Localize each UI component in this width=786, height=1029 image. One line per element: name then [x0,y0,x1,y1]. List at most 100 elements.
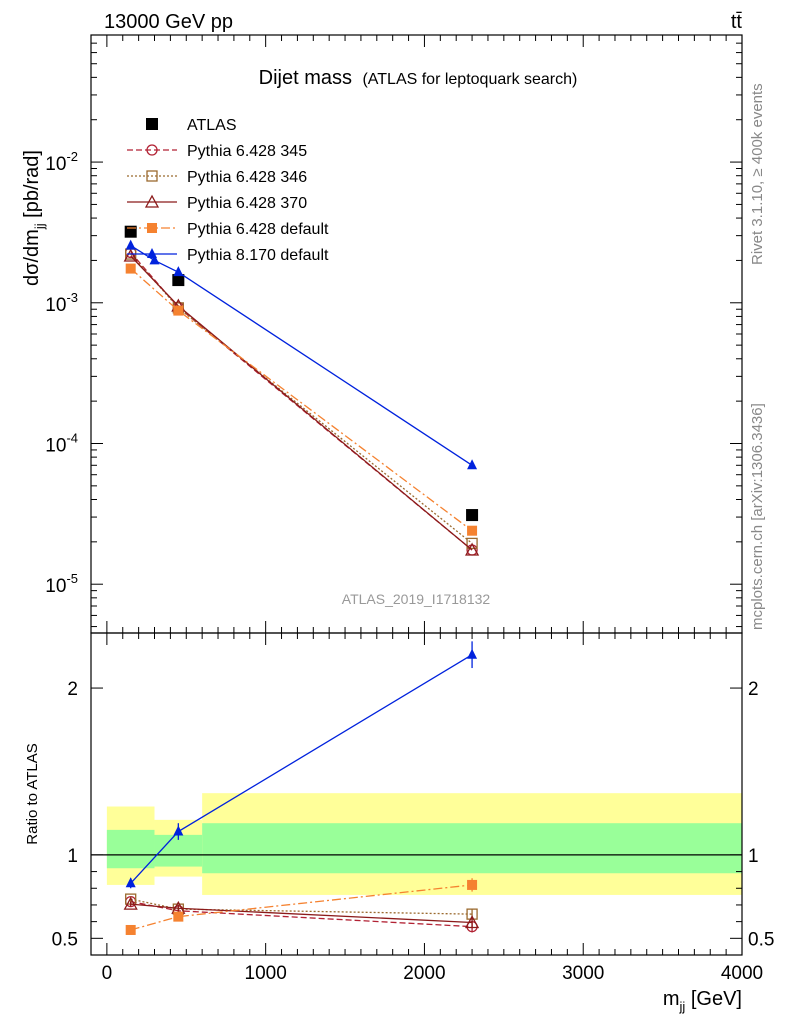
main-series-line [130,245,473,466]
ratio-y-tick-label-right: 0.5 [748,929,774,950]
main-series-0 [124,225,479,522]
main-plot-panel: 10-210-310-410-5 Dijet mass (ATLAS for l… [21,34,743,634]
main-y-axis-label-unit: [pb/rad] [21,150,43,223]
main-y-tick-label: 10-2 [45,149,78,175]
main-y-axis-label-sub: jj [32,223,47,230]
main-y-tick-label-exp: -2 [66,149,78,164]
legend-marker [146,118,158,130]
ratio-y-tick-label: 1 [67,846,78,867]
main-y-tick-label-exp: -5 [66,571,78,586]
main-point [173,266,184,277]
ratio-point [464,915,480,929]
main-y-axis-label-main: dσ/dm [21,229,43,286]
main-y-tick-label-base: 10 [45,576,66,597]
ratio-y-axis-label: Ratio to ATLAS [24,743,41,844]
main-point [466,537,478,550]
x-tick-label: 1000 [245,963,287,984]
main-y-tick-label-base: 10 [45,435,66,456]
ratio-y-tick-label-right: 1 [748,846,759,867]
main-point [467,459,478,470]
main-point [172,274,185,287]
main-y-tick-label-base: 10 [45,295,66,316]
main-point [466,509,479,522]
main-point [125,263,136,274]
inner-band [202,823,742,874]
ratio-point [467,879,478,890]
watermark-label: ATLAS_2019_I1718132 [342,591,491,607]
chart-title-sub: (ATLAS for leptoquark search) [362,71,577,88]
ratio-point [125,924,136,935]
inner-band [154,834,203,867]
main-y-axis-label: dσ/dmjj [pb/rad] [21,150,47,286]
x-axis-label-main: m [663,988,680,1010]
x-axis-label: mjj [GeV] [663,988,742,1014]
legend-item: Pythia 8.170 default [127,247,329,264]
legend-item: Pythia 6.428 default [127,221,329,238]
legend-item: Pythia 6.428 345 [127,143,307,160]
x-tick-label: 0 [102,963,113,984]
ratio-y-tick-label-right: 2 [748,679,759,700]
legend: ATLAS Pythia 6.428 345 Pythia 6.428 346 Pyt… [127,117,329,264]
legend-item: ATLAS [146,117,237,134]
main-point [467,525,478,536]
legend-label: Pythia 6.428 default [187,221,329,238]
main-series-5 [125,239,478,470]
uncertainty-bands [106,793,742,895]
ratio-y-tick-label: 0.5 [52,929,78,950]
ratio-series-3 [125,878,478,935]
ratio-y-tick-label: 2 [67,679,78,700]
main-point [125,239,136,250]
main-y-tick-label-base: 10 [45,154,66,175]
x-tick-label: 3000 [562,963,604,984]
main-point [124,225,137,238]
legend-label: Pythia 8.170 default [187,247,329,264]
ratio-series-line [130,884,473,931]
main-point [123,248,138,262]
x-tick-label: 2000 [403,963,445,984]
ratio-y-tick-labels: 0.5 0.5 1 1 2 2 [52,679,775,950]
legend-label: Pythia 6.428 345 [187,143,307,160]
main-axis-ticks [90,34,743,633]
chart-title: Dijet mass (ATLAS for leptoquark search) [259,67,578,89]
ratio-series-4 [125,641,478,889]
main-point [149,254,160,265]
main-y-tick-label: 10-5 [45,571,78,597]
ratio-point [467,648,478,659]
main-point [173,305,184,316]
legend-marker [146,170,158,182]
legend-label: Pythia 6.428 346 [187,169,307,186]
mcplots-label: mcplots.cern.ch [arXiv:1306.3436] [749,403,766,630]
legend-label: Pythia 6.428 370 [187,195,307,212]
main-series-4 [125,263,478,536]
ratio-plot-frame [90,632,743,956]
legend-marker [147,223,157,233]
legend-marker [147,248,157,258]
process-label: tt̄ [731,11,743,33]
main-y-tick-labels: 10-210-310-410-5 [45,149,78,597]
legend-item: Pythia 6.428 370 [127,194,307,212]
main-y-tick-label-exp: -3 [66,290,78,305]
main-point [464,542,480,556]
ratio-series-group [123,641,480,935]
legend-marker [144,194,160,208]
x-tick-labels: 0 1000 2000 3000 4000 [102,963,764,984]
legend-item: Pythia 6.428 346 [127,169,307,186]
ratio-plot-panel: 0.5 0.5 1 1 2 2 0 1000 2000 3000 4000 Ratio to AT… [24,632,775,1014]
ratio-axis-ticks [90,633,743,955]
rivet-label: Rivet 3.1.10, ≥ 400k events [749,83,766,265]
energy-label: 13000 GeV pp [104,11,233,33]
main-y-tick-label: 10-4 [45,430,78,456]
main-y-tick-label: 10-3 [45,290,78,316]
legend-marker [146,144,158,156]
main-series-group [123,225,480,556]
chart-title-main: Dijet mass [259,67,352,89]
x-tick-label: 4000 [721,963,763,984]
legend-label: ATLAS [187,117,237,134]
ratio-point [173,825,184,836]
ratio-point [125,877,136,888]
ratio-point [173,911,184,922]
x-axis-label-unit: [GeV] [685,988,742,1010]
x-axis-label-sub: jj [679,999,686,1014]
ratio-point [123,896,138,910]
